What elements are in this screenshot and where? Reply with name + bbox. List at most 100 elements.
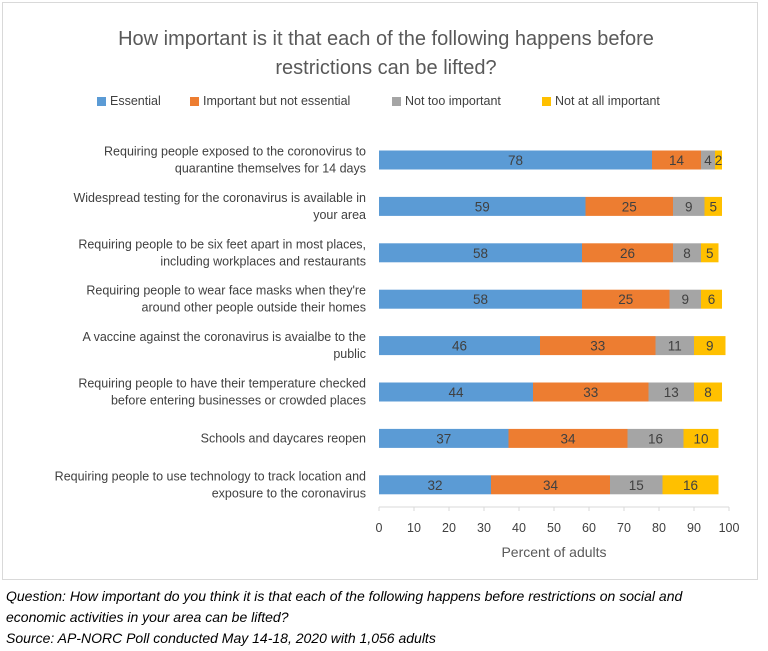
bar-segment xyxy=(582,289,670,309)
category-label: Requiring people exposed to the coronovi… xyxy=(104,145,366,159)
legend-item: Not at all important xyxy=(542,94,660,108)
data-label: 16 xyxy=(648,431,663,446)
data-label: 25 xyxy=(618,292,633,307)
chart-title-line: How important is it that each of the fol… xyxy=(118,28,654,50)
bar-segment xyxy=(379,382,533,402)
x-axis-label: Percent of adults xyxy=(501,544,606,560)
x-tick-label: 10 xyxy=(407,521,421,535)
legend-item: Essential xyxy=(97,94,161,108)
bar-segment xyxy=(540,336,656,356)
legend-label: Important but not essential xyxy=(203,94,351,108)
bar-segment xyxy=(662,475,719,495)
bar-segment xyxy=(673,196,705,216)
bar-segment xyxy=(655,336,694,356)
bar-segment xyxy=(508,428,628,448)
category-label: around other people outside their homes xyxy=(142,301,366,315)
category-label: Schools and daycares reopen xyxy=(201,431,366,445)
data-label: 13 xyxy=(664,385,679,400)
data-label: 5 xyxy=(706,246,714,261)
data-label: 8 xyxy=(704,385,712,400)
bar-segment xyxy=(627,428,684,448)
data-label: 9 xyxy=(706,339,714,354)
category-label: public xyxy=(333,347,366,361)
legend-item: Not too important xyxy=(392,94,501,108)
legend-swatch xyxy=(542,96,551,106)
bar-segment xyxy=(694,382,722,402)
data-label: 4 xyxy=(704,153,712,168)
category-label: exposure to the coronavirus xyxy=(212,486,366,500)
x-tick-label: 50 xyxy=(547,521,561,535)
bar-segment xyxy=(701,289,722,309)
legend-swatch xyxy=(392,96,401,106)
data-label: 15 xyxy=(629,478,644,493)
bar-segment xyxy=(683,428,719,448)
question-note: economic activities in your area can be … xyxy=(6,609,289,625)
data-label: 33 xyxy=(583,385,598,400)
legend-label: Not too important xyxy=(405,94,501,108)
data-label: 78 xyxy=(508,153,523,168)
category-label: quarantine themselves for 14 days xyxy=(175,162,366,176)
x-tick-label: 30 xyxy=(477,521,491,535)
category-label: Widespread testing for the coronavirus i… xyxy=(73,191,366,205)
bar-segment xyxy=(715,150,722,170)
bar-segment xyxy=(491,475,610,495)
category-label: Requiring people to use technology to tr… xyxy=(55,469,366,483)
bar-segment xyxy=(652,150,701,170)
x-tick-label: 100 xyxy=(719,521,740,535)
data-label: 34 xyxy=(560,431,576,446)
bar-segment xyxy=(379,150,652,170)
chart-title: How important is it that each of the fol… xyxy=(3,25,768,83)
chart-notes: Question: How important do you think it … xyxy=(6,586,682,649)
data-label: 26 xyxy=(620,246,635,261)
category-label: Requiring people to have their temperatu… xyxy=(78,377,366,391)
data-label: 2 xyxy=(715,153,723,168)
bar-segment xyxy=(379,243,582,263)
legend-label: Essential xyxy=(110,94,161,108)
bar-segment xyxy=(669,289,701,309)
data-label: 59 xyxy=(475,199,490,214)
data-label: 33 xyxy=(590,339,605,354)
category-label: Requiring people to be six feet apart in… xyxy=(78,237,366,251)
data-label: 37 xyxy=(436,431,451,446)
bar-segment xyxy=(379,336,540,356)
source-note: Source: AP-NORC Poll conducted May 14-18… xyxy=(6,630,436,646)
legend-swatch xyxy=(190,96,199,106)
bar-segment xyxy=(648,382,694,402)
bar-segment xyxy=(694,336,726,356)
x-tick-label: 0 xyxy=(376,521,383,535)
data-label: 34 xyxy=(543,478,559,493)
bar-segment xyxy=(585,196,673,216)
data-label: 25 xyxy=(622,199,637,214)
bar-segment xyxy=(701,150,715,170)
category-label: A vaccine against the coronavirus is ava… xyxy=(82,330,366,344)
x-tick-label: 90 xyxy=(687,521,701,535)
data-label: 8 xyxy=(683,246,691,261)
x-tick-label: 40 xyxy=(512,521,526,535)
bar-segment xyxy=(673,243,701,263)
bar-segment xyxy=(610,475,663,495)
bar-segment xyxy=(379,428,509,448)
data-label: 10 xyxy=(693,431,708,446)
bar-segment xyxy=(379,196,586,216)
data-label: 11 xyxy=(668,339,682,354)
data-label: 14 xyxy=(669,153,685,168)
data-label: 9 xyxy=(685,199,693,214)
data-label: 6 xyxy=(708,292,716,307)
x-tick-label: 20 xyxy=(442,521,456,535)
data-label: 9 xyxy=(681,292,689,307)
category-label: including workplaces and restaurants xyxy=(160,254,366,268)
legend-label: Not at all important xyxy=(555,94,660,108)
category-label: Requiring people to wear face masks when… xyxy=(86,284,366,298)
data-label: 5 xyxy=(709,199,717,214)
bar-segment xyxy=(379,289,582,309)
chart-title-line: restrictions can be lifted? xyxy=(275,57,497,79)
data-label: 32 xyxy=(427,478,442,493)
data-label: 58 xyxy=(473,246,488,261)
legend-item: Important but not essential xyxy=(190,94,350,108)
chart-plot: 78 14 4 2 Requiring people exposed to the co… xyxy=(55,145,740,561)
bar-segment xyxy=(582,243,673,263)
question-note: Question: How important do you think it … xyxy=(6,588,683,604)
bar-segment xyxy=(704,196,722,216)
x-tick-label: 80 xyxy=(652,521,666,535)
bar-segment xyxy=(533,382,649,402)
